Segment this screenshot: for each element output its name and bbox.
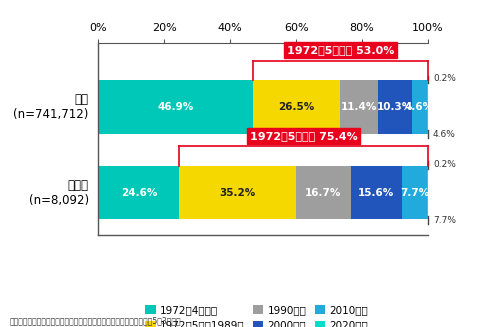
Bar (402, 166, 428, 219)
Bar (98, 80, 253, 134)
Bar (98, 166, 180, 219)
Bar (340, 80, 378, 134)
Bar (412, 80, 427, 134)
Text: 26.5%: 26.5% (278, 102, 315, 112)
Text: 1972年5月以降 75.4%: 1972年5月以降 75.4% (250, 131, 358, 141)
Text: 46.9%: 46.9% (157, 102, 194, 112)
Bar (296, 166, 351, 219)
Bar (351, 166, 402, 219)
Text: 24.6%: 24.6% (121, 188, 157, 198)
Bar (378, 80, 412, 134)
Text: 4.6%: 4.6% (405, 102, 434, 112)
Text: 1972年5月以降 53.0%: 1972年5月以降 53.0% (287, 45, 394, 55)
Text: 35.2%: 35.2% (219, 188, 256, 198)
Text: 7.7%: 7.7% (433, 216, 456, 225)
Text: 7.7%: 7.7% (400, 188, 430, 198)
Legend: 1972年4月以前, 1972年5月〜1989年, 1990年代, 2000年代, 2010年代, 2020年代: 1972年4月以前, 1972年5月〜1989年, 1990年代, 2000年代… (145, 305, 368, 327)
Bar (180, 166, 296, 219)
Text: 出典：沖縄県「沖縄県中小企業者事業継続実態調査結果報告書（令和5年3月）」: 出典：沖縄県「沖縄県中小企業者事業継続実態調査結果報告書（令和5年3月）」 (10, 316, 182, 325)
Text: 10.3%: 10.3% (377, 102, 413, 112)
Text: 11.4%: 11.4% (341, 102, 377, 112)
Text: 0.2%: 0.2% (433, 160, 456, 169)
Text: 15.6%: 15.6% (358, 188, 395, 198)
Text: 16.7%: 16.7% (305, 188, 341, 198)
Text: 4.6%: 4.6% (433, 130, 456, 139)
Bar (427, 80, 428, 134)
Text: 0.2%: 0.2% (433, 75, 456, 83)
Bar (253, 80, 340, 134)
